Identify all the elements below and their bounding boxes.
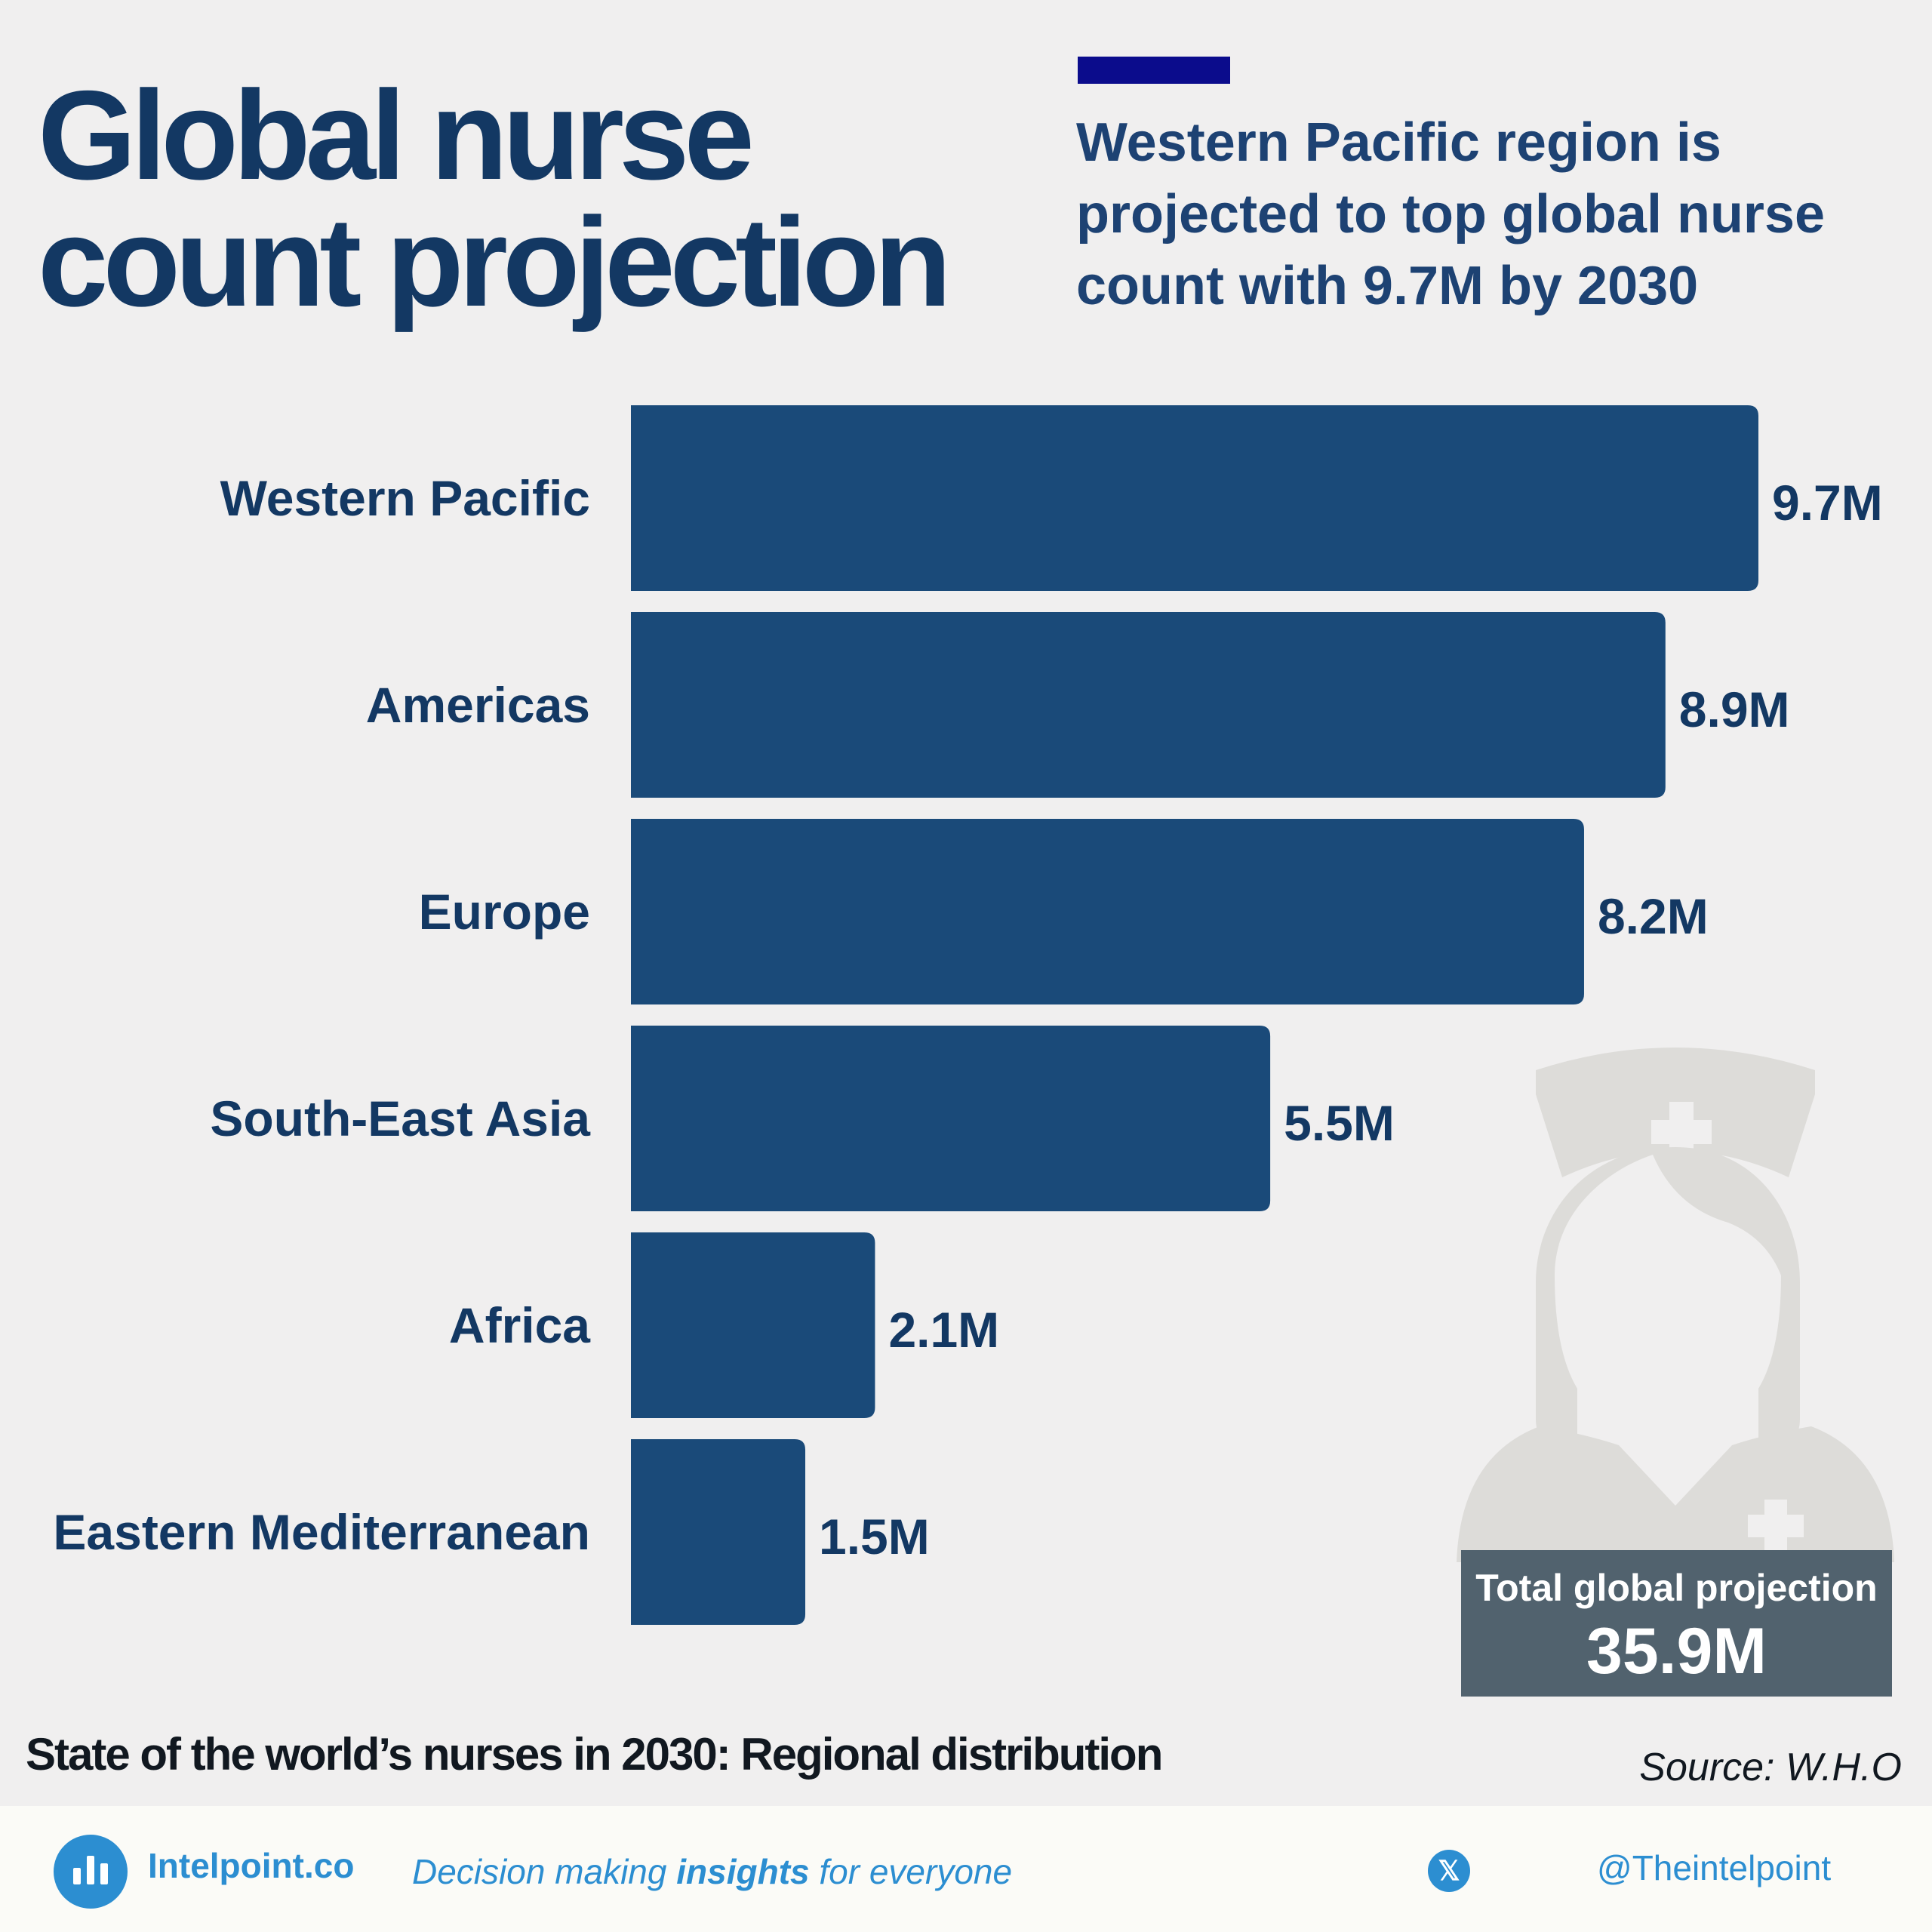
bar-1 (631, 612, 1666, 798)
tagline: Decision making insights for everyone (412, 1851, 1012, 1892)
value-label-1: 8.9M (1679, 681, 1790, 737)
bar-4 (631, 1232, 875, 1418)
category-label-5: Eastern Mediterranean (53, 1504, 590, 1560)
title-line-1: Global nurse (38, 64, 755, 206)
bar-chart: Western Pacific 9.7M Americas 8.9M Europe 8.2… (53, 405, 1883, 1625)
category-label-0: Western Pacific (220, 470, 590, 526)
bars-layer: Western Pacific 9.7M Americas 8.9M Europe 8.2… (53, 405, 1883, 1625)
subtitle-line-3: count with 9.7M by 2030 (1076, 256, 1699, 316)
total-value: 35.9M (1586, 1615, 1767, 1687)
brand-logo-icon[interactable] (54, 1835, 128, 1909)
tagline-emphasis: insights (676, 1852, 810, 1891)
category-label-1: Americas (366, 677, 590, 733)
total-label: Total global projection (1475, 1567, 1878, 1609)
value-label-2: 8.2M (1598, 888, 1709, 944)
total-projection-box: Total global projection 35.9M (1461, 1550, 1892, 1697)
value-label-5: 1.5M (819, 1509, 930, 1564)
value-label-0: 9.7M (1772, 475, 1883, 531)
bar-0 (631, 405, 1758, 591)
bar-3 (631, 1026, 1271, 1211)
footer: Intelpoint.co Decision making insights f… (0, 1806, 1932, 1932)
value-label-3: 5.5M (1284, 1095, 1395, 1151)
accent-bar (1078, 57, 1230, 84)
tagline-prefix: Decision making (412, 1852, 677, 1891)
value-label-4: 2.1M (888, 1302, 999, 1358)
tagline-suffix: for everyone (809, 1852, 1013, 1891)
subtitle: Western Pacific region is projected to t… (1076, 107, 1914, 322)
category-label-3: South-East Asia (210, 1091, 591, 1146)
x-icon[interactable]: 𝕏 (1428, 1850, 1470, 1892)
title-line-2: count projection (38, 191, 952, 333)
bar-2 (631, 819, 1584, 1004)
category-label-4: Africa (449, 1297, 591, 1353)
nurse-icon (1457, 1048, 1894, 1562)
bar-5 (631, 1439, 806, 1625)
subtitle-line-1: Western Pacific region is (1076, 112, 1721, 173)
source-note: Source: W.H.O (1639, 1746, 1902, 1789)
brand-link[interactable]: Intelpoint.co (148, 1846, 355, 1885)
social-handle-link[interactable]: @Theintelpoint (1597, 1848, 1832, 1887)
chart-caption: State of the world’s nurses in 2030: Reg… (26, 1729, 1163, 1780)
category-label-2: Europe (419, 884, 590, 940)
subtitle-line-2: projected to top global nurse (1076, 184, 1826, 245)
page-title: Global nurse count projection (38, 72, 1019, 325)
